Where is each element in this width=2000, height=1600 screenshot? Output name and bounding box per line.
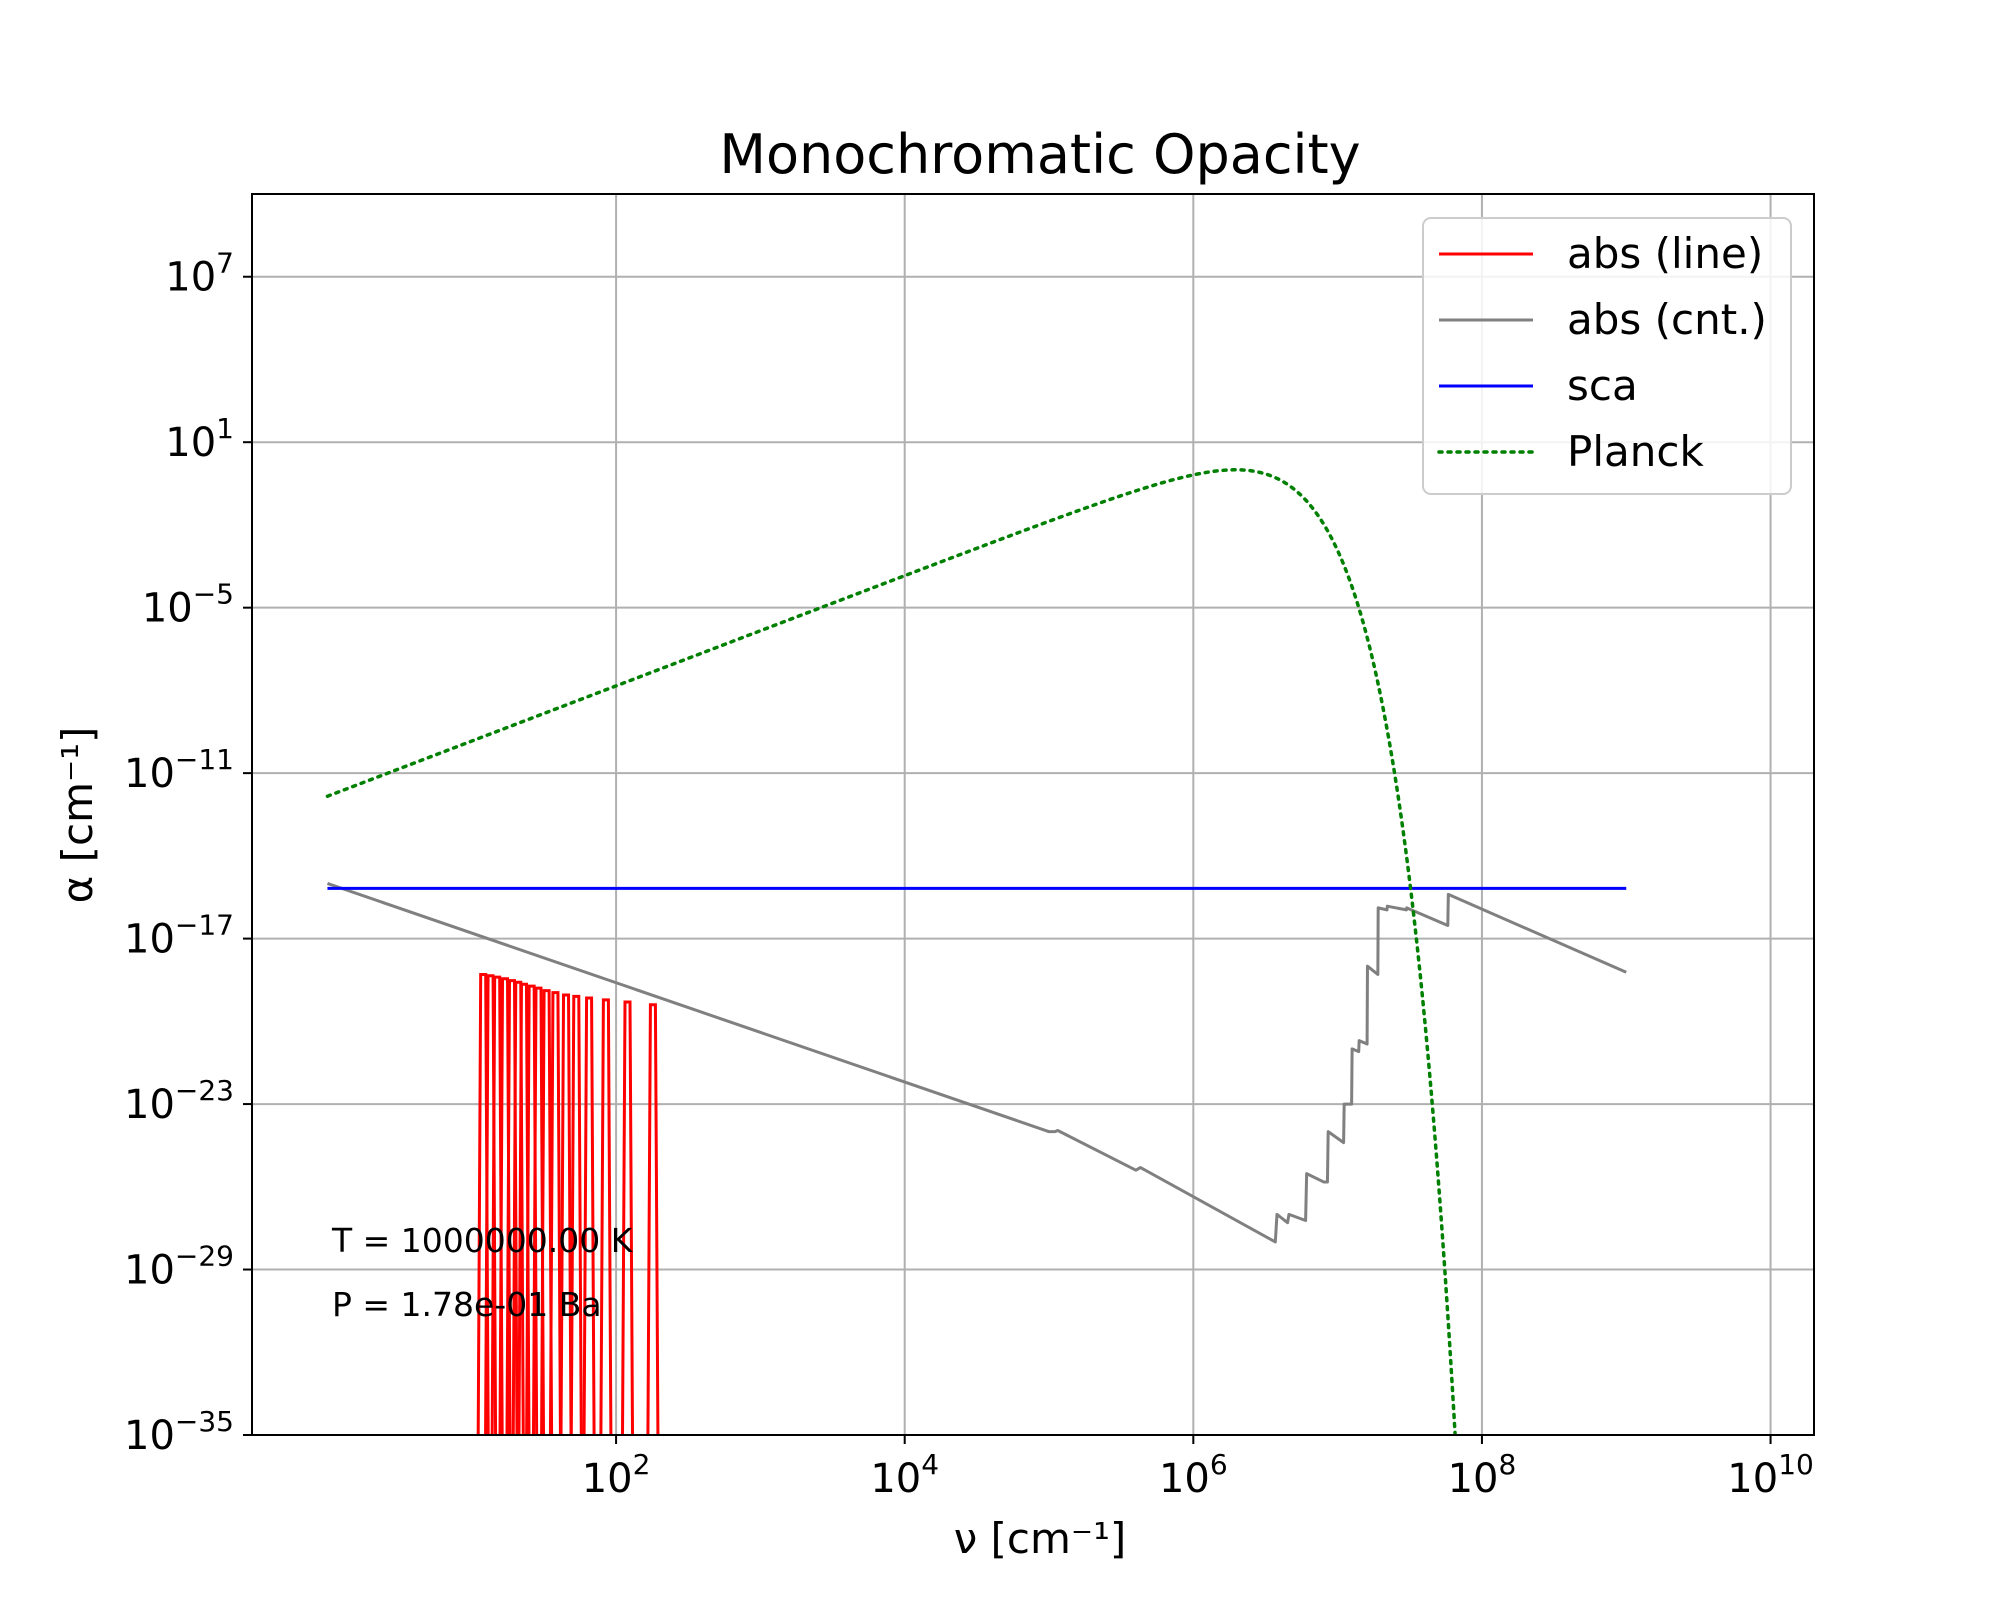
- annotation: P = 1.78e-01 Ba: [332, 1285, 602, 1324]
- x-axis-label: ν [cm⁻¹]: [954, 1514, 1127, 1563]
- spectral-line: [599, 998, 613, 1435]
- series-abs-line: [476, 972, 660, 1435]
- plot-series: [325, 468, 1627, 1435]
- legend-box: [1422, 217, 1792, 495]
- grid: [252, 194, 1814, 1436]
- spectral-line: [559, 993, 573, 1435]
- spectral-line: [646, 1003, 660, 1435]
- legend: abs (line) abs (cnt.) sca Planck: [1422, 217, 1792, 495]
- spectral-line: [548, 991, 562, 1435]
- annotation: T = 1000000.00 K: [331, 1221, 634, 1260]
- series-line: [326, 882, 1627, 1244]
- series-planck: [325, 468, 1457, 1435]
- spectral-line: [621, 1000, 635, 1435]
- legend-item: sca: [1439, 361, 1638, 410]
- legend-label: abs (line): [1567, 229, 1763, 278]
- spectral-line: [569, 994, 583, 1435]
- y-axis-label: α [cm⁻¹]: [53, 727, 102, 904]
- legend-label: Planck: [1567, 427, 1704, 476]
- spectral-line: [582, 996, 596, 1435]
- legend-item: abs (line): [1439, 229, 1763, 278]
- legend-item: Planck: [1437, 427, 1704, 476]
- legend-label: abs (cnt.): [1567, 295, 1767, 344]
- series-abs-cnt: [326, 882, 1627, 1244]
- chart-title: Monochromatic Opacity: [719, 123, 1360, 186]
- plot-frame: [251, 193, 1815, 1436]
- legend-label: sca: [1567, 361, 1638, 410]
- spectral-line: [511, 980, 525, 1435]
- legend-item: abs (cnt.): [1439, 295, 1767, 344]
- planck-curve: [325, 468, 1457, 1435]
- annotations: T = 1000000.00 K P = 1.78e-01 Ba: [331, 1221, 634, 1324]
